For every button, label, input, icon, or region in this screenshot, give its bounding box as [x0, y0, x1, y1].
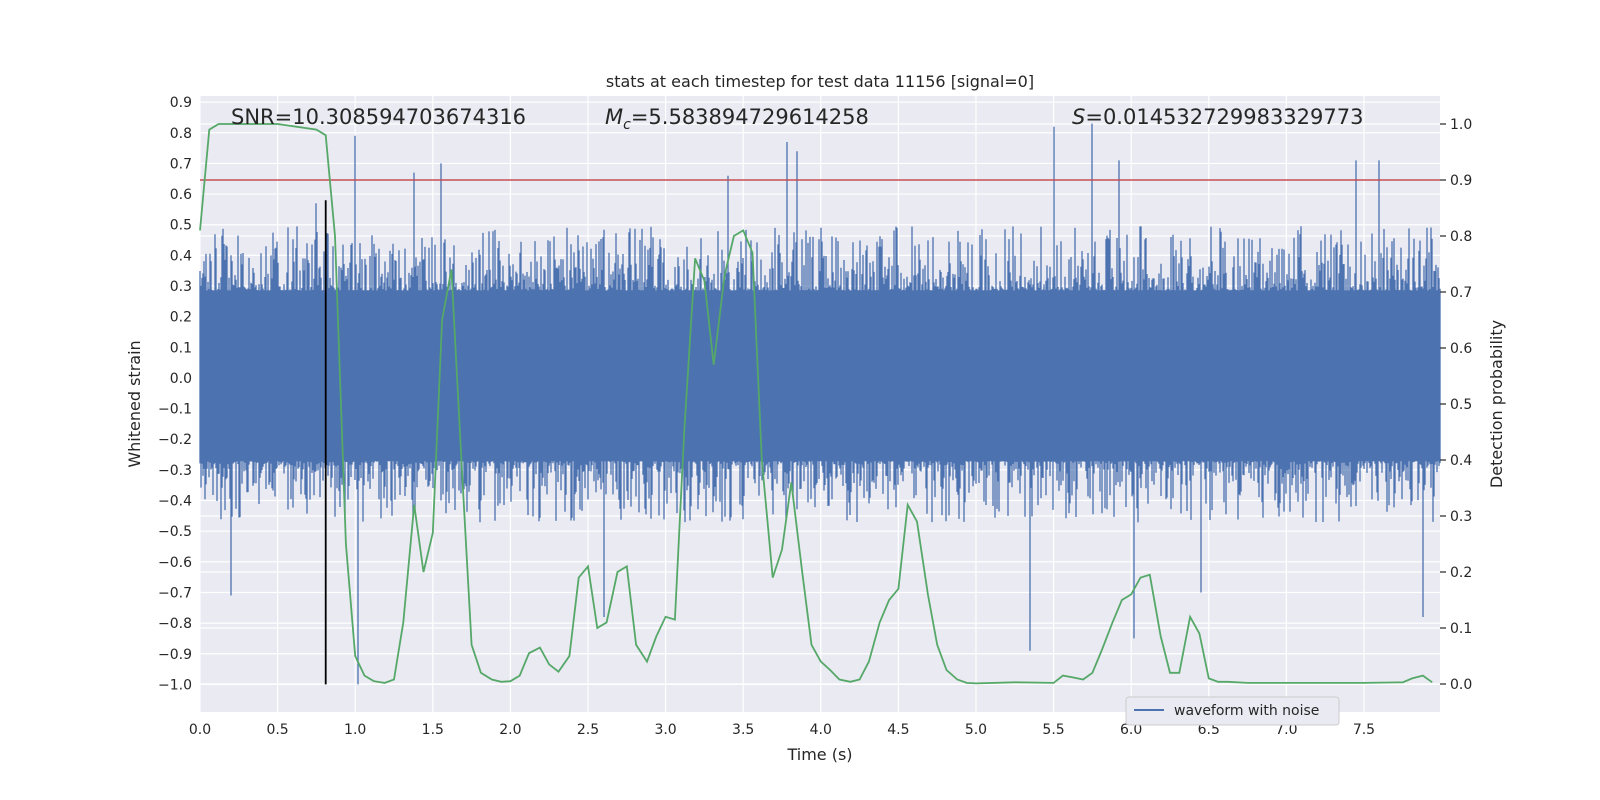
x-tick-label: 0.0	[189, 722, 211, 738]
y-right-tick-label: 0.3	[1450, 509, 1472, 525]
waveform-with-noise-line	[199, 123, 1441, 685]
y-right-tick-label: 0.8	[1450, 229, 1472, 245]
y-left-tick-label: −0.8	[158, 616, 192, 632]
chirp-mass-annotation: Mc=5.583894729614258	[605, 105, 869, 133]
x-tick-label: 4.5	[887, 722, 909, 738]
x-tick-label: 6.0	[1120, 722, 1142, 738]
x-tick-label: 2.5	[577, 722, 599, 738]
x-tick-label: 3.0	[654, 722, 676, 738]
y-right-tick-label: 0.9	[1450, 173, 1472, 189]
y-right-tick-label: 0.0	[1450, 677, 1472, 693]
y-right-tick-label: 0.7	[1450, 285, 1472, 301]
x-tick-label: 7.0	[1275, 722, 1297, 738]
waveform-series	[199, 123, 1441, 685]
y-left-tick-label: −0.9	[158, 647, 192, 663]
x-tick-label: 1.5	[422, 722, 444, 738]
y-left-tick-label: −0.3	[158, 463, 192, 479]
x-tick-label: 3.5	[732, 722, 754, 738]
y-left-tick-label: −0.1	[158, 402, 192, 418]
s-value: =0.014532729983329773	[1085, 105, 1363, 129]
y-right-tick-label: 1.0	[1450, 117, 1472, 133]
axis-ticks: 0.0 0.5 1.0 1.5 2.0 2.5 3.0 3.5 4.0 4.5 5.0 5.5 6.0 6…	[158, 95, 1472, 738]
y-right-tick-label: 0.5	[1450, 397, 1472, 413]
y-right-tick-label: 0.6	[1450, 341, 1472, 357]
y-left-tick-label: −0.4	[158, 494, 192, 510]
x-tick-label: 1.0	[344, 722, 366, 738]
y-left-tick-label: −0.7	[158, 585, 192, 601]
s-symbol: S	[1072, 105, 1085, 129]
legend-box	[1125, 696, 1340, 726]
chirp-mass-value: =5.583894729614258	[631, 105, 869, 129]
chirp-mass-subscript: c	[623, 117, 631, 133]
y-left-tick-label: −0.5	[158, 524, 192, 540]
y-left-tick-label: −1.0	[158, 677, 192, 693]
x-tick-label: 4.0	[810, 722, 832, 738]
x-tick-label: 7.5	[1353, 722, 1375, 738]
chart-title: stats at each timestep for test data 111…	[606, 72, 1034, 91]
x-tick-label: 0.5	[266, 722, 288, 738]
x-tick-label: 5.5	[1042, 722, 1064, 738]
s-annotation: S=0.014532729983329773	[1072, 105, 1363, 129]
y-left-tick-label: 0.5	[170, 218, 192, 234]
legend-label-waveform: waveform with noise	[1174, 703, 1319, 719]
y-left-tick-label: 0.6	[170, 187, 192, 203]
y-left-tick-label: 0.3	[170, 279, 192, 295]
y-left-tick-label: −0.2	[158, 432, 192, 448]
y-left-tick-label: 0.0	[170, 371, 192, 387]
y-left-tick-label: 0.8	[170, 126, 192, 142]
y-right-tick-label: 0.2	[1450, 565, 1472, 581]
y-right-tick-label: 0.4	[1450, 453, 1472, 469]
y-left-tick-label: −0.6	[158, 555, 192, 571]
y-left-tick-label: 0.2	[170, 310, 192, 326]
y-axis-left-label: Whitened strain	[125, 340, 144, 467]
legend: waveform with noise	[1125, 696, 1340, 726]
y-axis-right-label: Detection probability	[1487, 320, 1506, 488]
detection-probability-line	[199, 123, 1433, 685]
snr-annotation: SNR=10.308594703674316	[231, 105, 526, 129]
y-left-tick-label: 0.4	[170, 248, 192, 264]
y-right-tick-label: 0.1	[1450, 621, 1472, 637]
x-tick-label: 6.5	[1198, 722, 1220, 738]
x-axis-label: Time (s)	[786, 745, 852, 764]
overlay-series	[199, 123, 1440, 685]
y-left-tick-label: 0.1	[170, 340, 192, 356]
x-tick-label: 5.0	[965, 722, 987, 738]
y-left-tick-label: 0.7	[170, 156, 192, 172]
y-left-tick-label: 0.9	[170, 95, 192, 111]
x-tick-label: 2.0	[499, 722, 521, 738]
chirp-mass-symbol: M	[605, 105, 623, 129]
